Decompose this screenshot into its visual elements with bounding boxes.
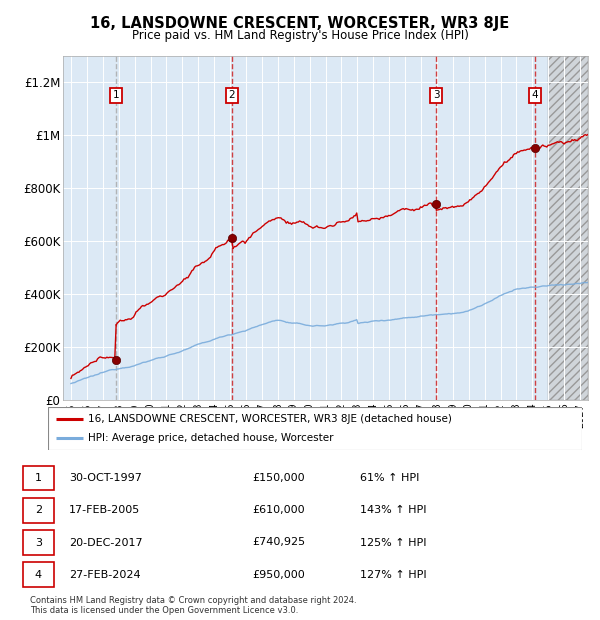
Text: 4: 4: [532, 91, 538, 100]
Bar: [548, 56, 588, 400]
Text: HPI: Average price, detached house, Worcester: HPI: Average price, detached house, Worc…: [88, 433, 334, 443]
Text: Price paid vs. HM Land Registry's House Price Index (HPI): Price paid vs. HM Land Registry's House …: [131, 30, 469, 42]
Text: 125% ↑ HPI: 125% ↑ HPI: [360, 538, 427, 547]
Text: 2: 2: [229, 91, 235, 100]
Text: £150,000: £150,000: [252, 473, 305, 483]
Text: 30-OCT-1997: 30-OCT-1997: [69, 473, 142, 483]
Text: £740,925: £740,925: [252, 538, 305, 547]
Text: 20-DEC-2017: 20-DEC-2017: [69, 538, 143, 547]
Text: 1: 1: [113, 91, 119, 100]
Text: 4: 4: [35, 570, 42, 580]
Text: 17-FEB-2005: 17-FEB-2005: [69, 505, 140, 515]
Text: 3: 3: [35, 538, 42, 547]
Text: 2: 2: [35, 505, 42, 515]
Text: £950,000: £950,000: [252, 570, 305, 580]
Text: 27-FEB-2024: 27-FEB-2024: [69, 570, 140, 580]
Bar: [548, 56, 588, 400]
Text: 16, LANSDOWNE CRESCENT, WORCESTER, WR3 8JE: 16, LANSDOWNE CRESCENT, WORCESTER, WR3 8…: [91, 16, 509, 31]
Text: £610,000: £610,000: [252, 505, 305, 515]
Text: 61% ↑ HPI: 61% ↑ HPI: [360, 473, 419, 483]
Text: 16, LANSDOWNE CRESCENT, WORCESTER, WR3 8JE (detached house): 16, LANSDOWNE CRESCENT, WORCESTER, WR3 8…: [88, 414, 452, 423]
Text: 3: 3: [433, 91, 440, 100]
Text: 143% ↑ HPI: 143% ↑ HPI: [360, 505, 427, 515]
Text: 1: 1: [35, 473, 42, 483]
Text: 127% ↑ HPI: 127% ↑ HPI: [360, 570, 427, 580]
Text: Contains HM Land Registry data © Crown copyright and database right 2024.
This d: Contains HM Land Registry data © Crown c…: [30, 596, 356, 615]
